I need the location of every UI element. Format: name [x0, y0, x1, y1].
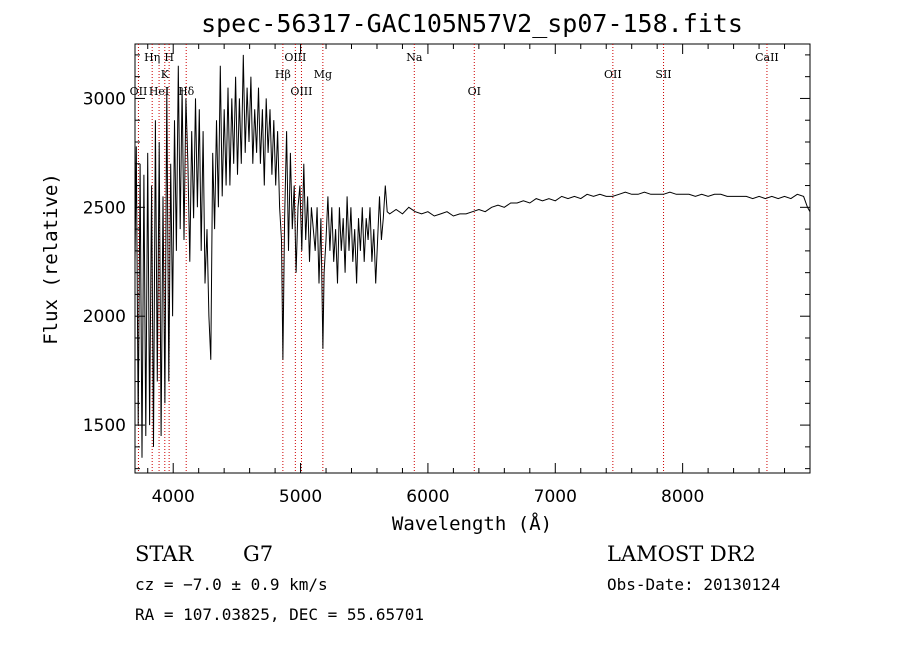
line-marker-label: K [161, 68, 170, 81]
line-marker-label: Na [406, 51, 423, 64]
x-axis-label: Wavelength (Å) [392, 512, 552, 535]
survey-name: LAMOST DR2 [607, 542, 756, 566]
y-tick-label: 2000 [83, 307, 126, 327]
line-marker-label: HeI [149, 85, 169, 98]
object-subclass: G7 [243, 542, 273, 566]
x-tick-label: 8000 [661, 487, 704, 507]
line-marker-label: Hη [144, 51, 160, 64]
y-tick-label: 1500 [83, 416, 126, 436]
y-axis-label: Flux (relative) [40, 173, 62, 345]
spectrum-series-line [134, 54, 811, 458]
x-tick-label: 5000 [279, 487, 322, 507]
axis-tick-labels: 4000 5000 6000 7000 8000 1500 2000 2500 3000 [83, 89, 705, 507]
x-tick-label: 7000 [534, 487, 577, 507]
x-tick-label: 4000 [152, 487, 195, 507]
chart-title: spec-56317-GAC105N57V2_sp07-158.fits [201, 9, 743, 38]
axis-ticks [135, 44, 811, 473]
line-marker-label: CaII [755, 51, 779, 64]
line-marker-label: OIII [290, 85, 312, 98]
observation-date: Obs-Date: 20130124 [607, 575, 780, 594]
line-marker-label: SII [655, 68, 671, 81]
y-tick-label: 3000 [83, 89, 126, 109]
line-markers [137, 44, 768, 473]
line-marker-label: OII [604, 68, 622, 81]
line-marker-label: Mg [314, 68, 332, 81]
object-class: STAR [135, 542, 194, 566]
redshift-cz: cz = −7.0 ± 0.9 km/s [135, 575, 328, 594]
x-tick-label: 6000 [406, 487, 449, 507]
line-marker-label: OIII [284, 51, 306, 64]
coordinates: RA = 107.03825, DEC = 55.65701 [135, 605, 424, 624]
line-marker-label: H [164, 51, 174, 64]
line-marker-label: Hβ [275, 68, 291, 81]
line-marker-label: OII [130, 85, 148, 98]
y-tick-label: 2500 [83, 198, 126, 218]
line-marker-label: OI [468, 85, 481, 98]
line-marker-label: Hδ [178, 85, 195, 98]
